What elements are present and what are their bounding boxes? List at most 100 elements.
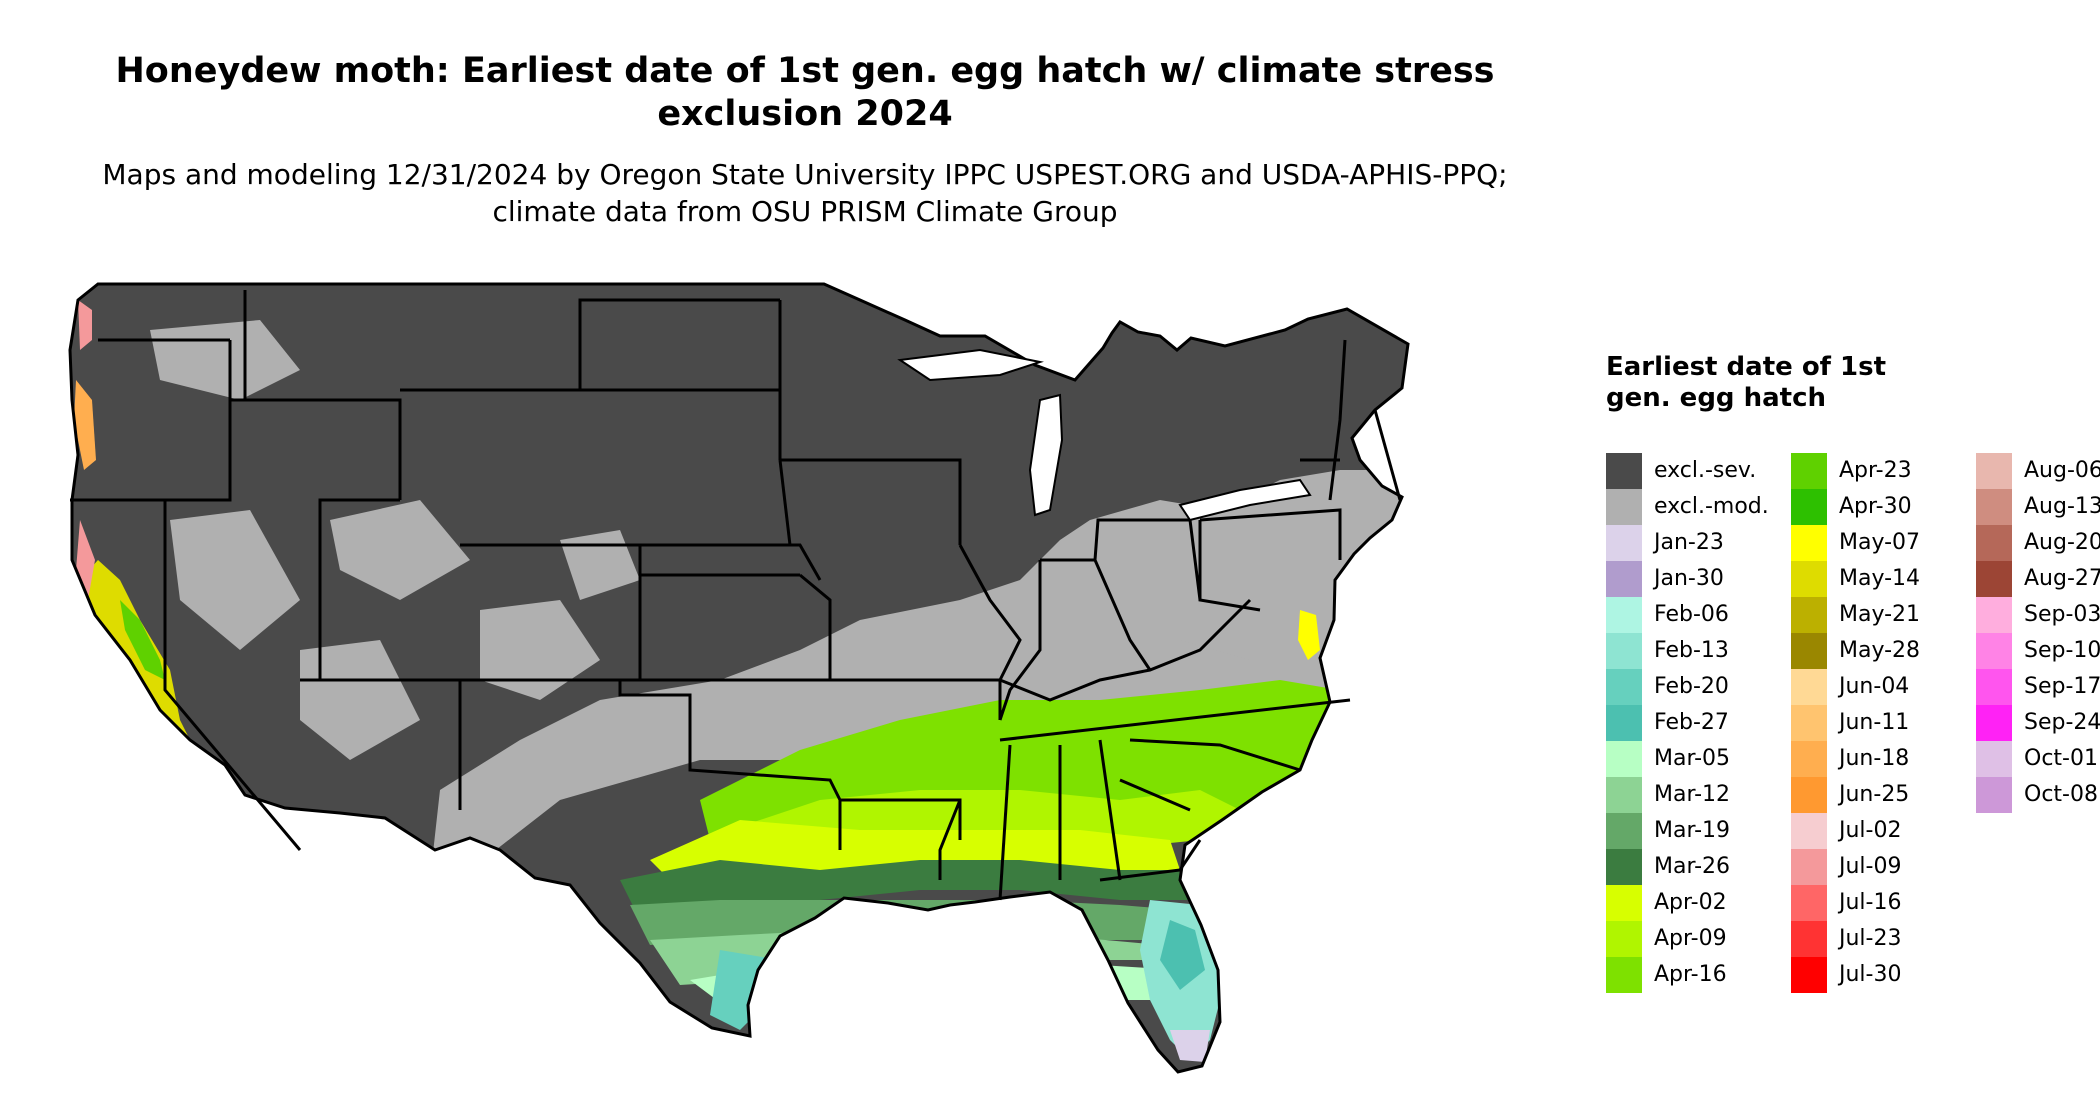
- legend-swatch: [1791, 813, 1827, 849]
- legend-label: Sep-24: [2024, 710, 2100, 735]
- legend-swatch: [1791, 597, 1827, 633]
- legend-label: Apr-09: [1654, 926, 1727, 951]
- legend-label: Jun-04: [1839, 674, 1910, 699]
- legend-label: Jan-23: [1654, 530, 1724, 555]
- legend-label: Oct-08: [2024, 782, 2098, 807]
- legend-item: Feb-27: [1606, 705, 1791, 741]
- legend-swatch: [1976, 777, 2012, 813]
- legend-label: Feb-27: [1654, 710, 1729, 735]
- legend-item: Mar-12: [1606, 777, 1791, 813]
- legend-swatch: [1976, 525, 2012, 561]
- legend: excl.-sev. excl.-mod. Jan-23 Jan-30 Feb-06 Fe…: [1606, 453, 2100, 1013]
- legend-label: Feb-06: [1654, 602, 1729, 627]
- legend-item: excl.-sev.: [1606, 453, 1791, 489]
- legend-item: Jul-02: [1791, 813, 1976, 849]
- legend-item: Oct-01: [1976, 741, 2100, 777]
- legend-label: Sep-10: [2024, 638, 2100, 663]
- legend-item: Jun-18: [1791, 741, 1976, 777]
- legend-swatch: [1791, 777, 1827, 813]
- legend-item: Mar-19: [1606, 813, 1791, 849]
- legend-title: Earliest date of 1st gen. egg hatch: [1606, 352, 1887, 413]
- legend-swatch: [1606, 777, 1642, 813]
- legend-item: Aug-27: [1976, 561, 2100, 597]
- legend-label: Jul-16: [1839, 890, 1902, 915]
- legend-swatch: [1606, 633, 1642, 669]
- legend-item: Sep-10: [1976, 633, 2100, 669]
- legend-swatch: [1606, 849, 1642, 885]
- legend-label: Jun-11: [1839, 710, 1910, 735]
- legend-label: Jul-09: [1839, 854, 1902, 879]
- legend-item: Apr-09: [1606, 921, 1791, 957]
- legend-item: Apr-30: [1791, 489, 1976, 525]
- legend-item: Feb-13: [1606, 633, 1791, 669]
- map-subtitle: Maps and modeling 12/31/2024 by Oregon S…: [102, 158, 1508, 228]
- legend-item: Oct-08: [1976, 777, 2100, 813]
- legend-label: excl.-mod.: [1654, 494, 1769, 519]
- legend-label: Jan-30: [1654, 566, 1724, 591]
- map-title: Honeydew moth: Earliest date of 1st gen.…: [115, 51, 1495, 134]
- legend-label: Mar-19: [1654, 818, 1731, 843]
- legend-label: Jun-25: [1839, 782, 1910, 807]
- legend-swatch: [1791, 669, 1827, 705]
- legend-swatch: [1606, 921, 1642, 957]
- legend-swatch: [1606, 525, 1642, 561]
- legend-label: Apr-02: [1654, 890, 1727, 915]
- climate-zones: [70, 284, 1408, 1072]
- legend-item: May-21: [1791, 597, 1976, 633]
- legend-item: Jan-23: [1606, 525, 1791, 561]
- legend-item: Jun-04: [1791, 669, 1976, 705]
- legend-label: May-14: [1839, 566, 1921, 591]
- legend-item: Jun-11: [1791, 705, 1976, 741]
- legend-label: excl.-sev.: [1654, 458, 1757, 483]
- legend-swatch: [1606, 597, 1642, 633]
- legend-item: Mar-05: [1606, 741, 1791, 777]
- legend-item: Jul-23: [1791, 921, 1976, 957]
- legend-label: Aug-13: [2024, 494, 2100, 519]
- legend-item: Jul-16: [1791, 885, 1976, 921]
- legend-label: Jul-30: [1839, 962, 1902, 987]
- legend-label: Sep-17: [2024, 674, 2100, 699]
- legend-item: Mar-26: [1606, 849, 1791, 885]
- legend-label: Apr-23: [1839, 458, 1912, 483]
- great-lakes: [897, 348, 1312, 522]
- legend-swatch: [1791, 489, 1827, 525]
- legend-item: Jan-30: [1606, 561, 1791, 597]
- legend-item: Apr-23: [1791, 453, 1976, 489]
- legend-item: Aug-06: [1976, 453, 2100, 489]
- legend-item: Sep-03: [1976, 597, 2100, 633]
- legend-item: Jun-25: [1791, 777, 1976, 813]
- legend-swatch: [1606, 813, 1642, 849]
- legend-label: Jul-23: [1839, 926, 1902, 951]
- legend-item: Apr-16: [1606, 957, 1791, 993]
- legend-label: May-07: [1839, 530, 1921, 555]
- legend-label: Mar-05: [1654, 746, 1731, 771]
- legend-item: May-28: [1791, 633, 1976, 669]
- legend-label: Aug-06: [2024, 458, 2100, 483]
- legend-swatch: [1976, 453, 2012, 489]
- legend-item: Jul-09: [1791, 849, 1976, 885]
- legend-label: Mar-12: [1654, 782, 1731, 807]
- legend-swatch: [1606, 885, 1642, 921]
- state-boundaries: [68, 282, 1410, 1074]
- legend-swatch: [1606, 489, 1642, 525]
- legend-swatch: [1606, 453, 1642, 489]
- legend-swatch: [1791, 957, 1827, 993]
- legend-label: Sep-03: [2024, 602, 2100, 627]
- legend-swatch: [1606, 705, 1642, 741]
- legend-item: Aug-20: [1976, 525, 2100, 561]
- legend-item: excl.-mod.: [1606, 489, 1791, 525]
- legend-label: Oct-01: [2024, 746, 2098, 771]
- legend-label: May-21: [1839, 602, 1921, 627]
- legend-item: Feb-20: [1606, 669, 1791, 705]
- legend-label: Feb-20: [1654, 674, 1729, 699]
- legend-swatch: [1791, 705, 1827, 741]
- legend-swatch: [1976, 561, 2012, 597]
- legend-swatch: [1791, 741, 1827, 777]
- legend-item: Jul-30: [1791, 957, 1976, 993]
- legend-swatch: [1976, 705, 2012, 741]
- legend-swatch: [1791, 453, 1827, 489]
- legend-label: Aug-20: [2024, 530, 2100, 555]
- legend-label: Feb-13: [1654, 638, 1729, 663]
- legend-swatch: [1791, 849, 1827, 885]
